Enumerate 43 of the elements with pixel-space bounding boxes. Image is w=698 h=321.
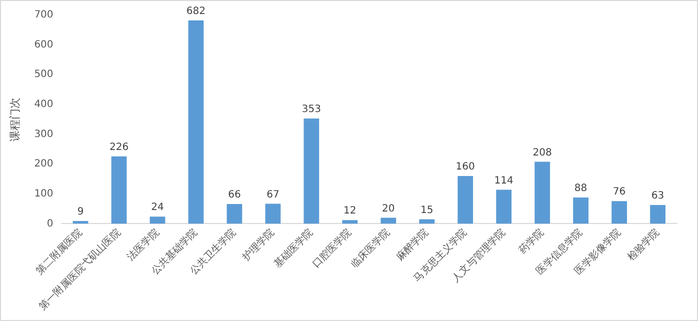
data-label: 114 (494, 175, 514, 186)
x-tick-label: 药学院 (516, 226, 546, 256)
data-label: 12 (344, 206, 356, 217)
bar (573, 197, 588, 224)
bar (150, 216, 166, 224)
data-label: 24 (151, 202, 164, 214)
bar (265, 204, 281, 224)
bar (496, 190, 512, 224)
y-tick-label: 600 (34, 39, 54, 50)
data-label: 226 (109, 142, 129, 153)
bar (111, 156, 127, 224)
data-label: 66 (228, 190, 241, 201)
bar (534, 162, 550, 224)
data-label: 67 (266, 189, 280, 200)
y-tick-label: 700 (34, 10, 54, 21)
data-label: 76 (612, 186, 626, 198)
data-label: 88 (574, 183, 588, 194)
data-label: 160 (456, 162, 475, 173)
y-tick-label: 300 (34, 128, 54, 140)
bar (650, 204, 666, 224)
y-tick-label: 400 (34, 99, 54, 110)
bar (419, 219, 435, 224)
y-axis-title: 课程门次 (8, 97, 22, 142)
bar (304, 118, 320, 224)
bar (380, 218, 396, 224)
data-label: 9 (77, 206, 84, 218)
bar (342, 220, 358, 224)
bar (72, 221, 88, 224)
bar (226, 204, 242, 224)
bar (458, 176, 474, 224)
y-tick-label: 0 (46, 218, 54, 230)
y-tick-label: 200 (34, 158, 54, 170)
x-tick-label: 检验学院 (624, 226, 662, 264)
data-label: 353 (302, 104, 321, 116)
y-tick-label: 500 (34, 69, 54, 80)
data-label: 63 (651, 190, 664, 202)
bar (612, 201, 627, 224)
data-label: 15 (420, 204, 434, 216)
data-label: 20 (382, 203, 395, 214)
data-label: 208 (532, 147, 552, 158)
bar (188, 20, 204, 224)
y-tick-label: 100 (34, 188, 54, 200)
data-label: 682 (186, 6, 206, 17)
